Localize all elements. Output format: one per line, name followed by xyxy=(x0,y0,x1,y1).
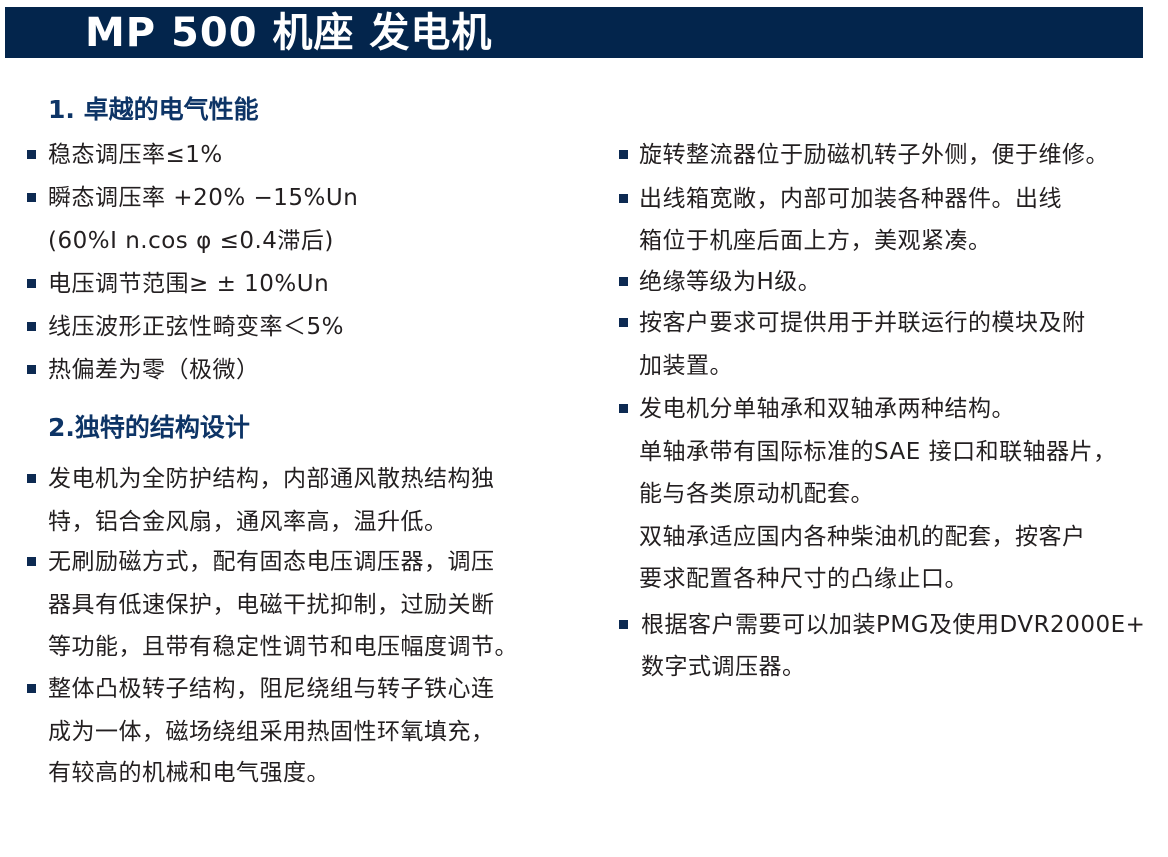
section-heading: 2.独特的结构设计 xyxy=(48,413,250,442)
list-item-line: 旋转整流器位于励磁机转子外侧，便于维修。 xyxy=(639,142,1109,168)
list-item-line: 单轴承带有国际标准的SAE 接口和联轴器片， xyxy=(639,439,1117,465)
list-item-line: 线压波形正弦性畸变率＜5% xyxy=(48,314,344,340)
bullet-icon xyxy=(619,404,628,413)
list-item-line: 电压调节范围≥ ± 10%Un xyxy=(48,271,330,297)
list-item-line: 有较高的机械和电气强度。 xyxy=(48,760,330,786)
bullet-icon xyxy=(619,150,628,159)
bullet-icon xyxy=(27,474,36,483)
bullet-icon xyxy=(27,322,36,331)
list-item-line: 数字式调压器。 xyxy=(641,654,806,680)
bullet-icon xyxy=(619,194,628,203)
bullet-icon xyxy=(27,279,36,288)
list-item-line: 能与各类原动机配套。 xyxy=(639,481,874,507)
list-item-line: 整体凸极转子结构，阻尼绕组与转子铁心连 xyxy=(48,676,495,702)
bullet-icon xyxy=(27,150,36,159)
bullet-icon xyxy=(27,365,36,374)
list-item-line: 器具有低速保护，电磁干扰抑制，过励关断 xyxy=(48,592,495,618)
bullet-icon xyxy=(619,318,628,327)
bullet-icon xyxy=(27,557,36,566)
list-item-line: 等功能，且带有稳定性调节和电压幅度调节。 xyxy=(48,634,518,660)
list-item-line: 发电机分单轴承和双轴承两种结构。 xyxy=(639,396,1015,422)
list-item-line: (60%I n.cos φ ≤0.4滞后) xyxy=(48,228,334,254)
list-item-line: 成为一体，磁场绕组采用热固性环氧填充， xyxy=(48,719,495,745)
page-title: MP 500 机座 发电机 xyxy=(85,10,493,56)
bullet-icon xyxy=(619,620,628,629)
list-item-line: 热偏差为零（极微） xyxy=(48,357,260,383)
list-item-line: 无刷励磁方式，配有固态电压调压器，调压 xyxy=(48,549,495,575)
list-item-line: 箱位于机座后面上方，美观紧凑。 xyxy=(639,228,992,254)
bullet-icon xyxy=(619,277,628,286)
list-item-line: 根据客户需要可以加装PMG及使用DVR2000E+ xyxy=(641,612,1146,638)
list-item-line: 发电机为全防护结构，内部通风散热结构独 xyxy=(48,466,495,492)
list-item-line: 稳态调压率≤1% xyxy=(48,142,223,168)
section-heading: 1. 卓越的电气性能 xyxy=(48,95,259,124)
list-item-line: 绝缘等级为H级。 xyxy=(639,269,822,295)
list-item-line: 特，铝合金风扇，通风率高，温升低。 xyxy=(48,509,448,535)
bullet-icon xyxy=(27,684,36,693)
title-bar: MP 500 机座 发电机 xyxy=(5,7,1143,58)
list-item-line: 出线箱宽敞，内部可加装各种器件。出线 xyxy=(639,186,1062,212)
list-item-line: 双轴承适应国内各种柴油机的配套，按客户 xyxy=(639,524,1086,550)
list-item-line: 加装置。 xyxy=(639,353,733,379)
list-item-line: 瞬态调压率 +20% −15%Un xyxy=(48,185,359,211)
list-item-line: 要求配置各种尺寸的凸缘止口。 xyxy=(639,566,968,592)
list-item-line: 按客户要求可提供用于并联运行的模块及附 xyxy=(639,310,1086,336)
bullet-icon xyxy=(27,193,36,202)
